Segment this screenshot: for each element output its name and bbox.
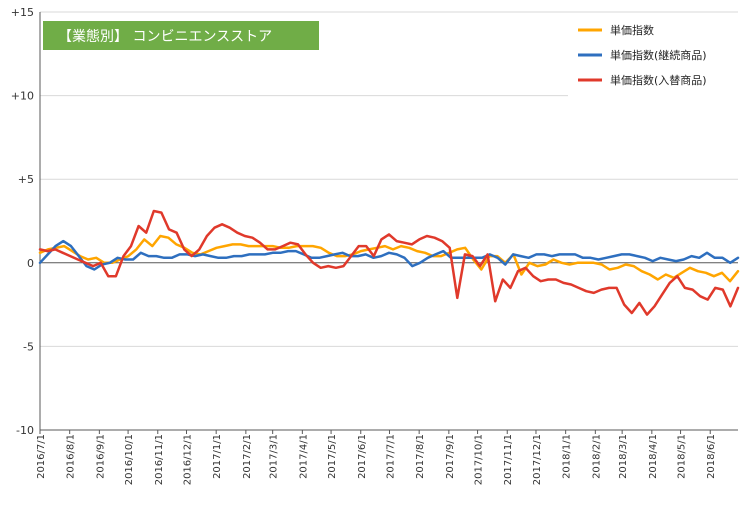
x-tick-label: 2017/8/1 bbox=[415, 434, 426, 479]
x-tick-label: 2017/7/1 bbox=[385, 434, 396, 479]
x-tick-label: 2016/11/1 bbox=[154, 434, 165, 485]
chart-title-box: 【業態別】 コンビニエンスストア bbox=[43, 21, 319, 50]
x-tick-label: 2018/6/1 bbox=[706, 434, 717, 479]
series-line bbox=[38, 239, 740, 271]
y-tick-label: +15 bbox=[11, 6, 34, 19]
x-tick-label: 2017/11/1 bbox=[503, 434, 514, 485]
x-tick-label: 2018/3/1 bbox=[618, 434, 629, 479]
x-tick-label: 2018/4/1 bbox=[648, 434, 659, 479]
x-tick-label: 2017/12/1 bbox=[532, 434, 543, 485]
legend-label: 単価指数(入替商品) bbox=[610, 73, 707, 87]
y-tick-label: 0 bbox=[27, 257, 34, 270]
legend-label: 単価指数 bbox=[610, 23, 654, 37]
y-tick-label: +10 bbox=[11, 90, 34, 103]
x-tick-label: 2016/9/1 bbox=[95, 434, 106, 479]
y-tick-label: -10 bbox=[16, 424, 34, 437]
chart-title: 【業態別】 コンビニエンスストア bbox=[58, 29, 272, 45]
x-tick-label: 2016/10/1 bbox=[124, 434, 135, 485]
title-background bbox=[43, 21, 319, 50]
legend-label: 単価指数(継続商品) bbox=[610, 48, 707, 62]
x-tick-label: 2016/8/1 bbox=[66, 434, 77, 479]
y-tick-label: -5 bbox=[23, 340, 34, 353]
y-tick-label: +5 bbox=[18, 173, 34, 186]
series-line bbox=[38, 234, 740, 283]
x-tick-label: 2018/5/1 bbox=[677, 434, 688, 479]
x-tick-label: 2018/2/1 bbox=[591, 434, 602, 479]
x-tick-label: 2016/7/1 bbox=[36, 434, 47, 479]
x-tick-label: 2017/2/1 bbox=[242, 434, 253, 479]
x-tick-label: 2017/4/1 bbox=[298, 434, 309, 479]
x-tick-label: 2017/5/1 bbox=[327, 434, 338, 479]
x-axis: 2016/7/1 2016/8/1 2016/9/1 2016/10/1 2016/11… bbox=[36, 12, 738, 485]
x-tick-label: 2016/12/1 bbox=[182, 434, 193, 485]
x-tick-label: 2017/1/1 bbox=[212, 434, 223, 479]
x-tick-label: 2017/6/1 bbox=[357, 434, 368, 479]
y-axis-ticks: -10 -5 0 +5 +10 +15 bbox=[11, 6, 34, 437]
x-tick-label: 2017/10/1 bbox=[474, 434, 485, 485]
x-tick-label: 2018/1/1 bbox=[562, 434, 573, 479]
series-lines bbox=[38, 209, 740, 316]
x-tick-label: 2017/9/1 bbox=[445, 434, 456, 479]
series-line bbox=[38, 209, 740, 316]
x-tick-label: 2017/3/1 bbox=[269, 434, 280, 479]
